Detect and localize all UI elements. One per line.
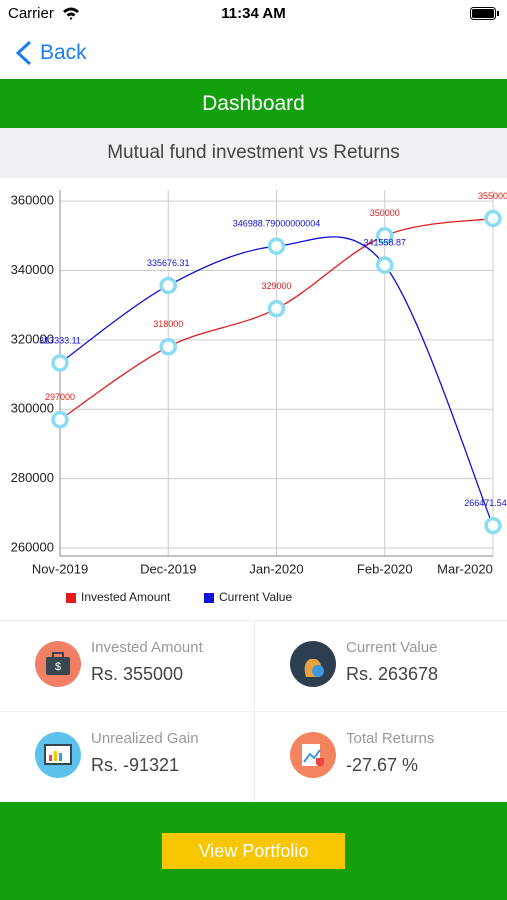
- value-label: 355000: [478, 191, 507, 201]
- stat-label: Current Value: [346, 639, 438, 656]
- carrier: Carrier: [8, 5, 54, 22]
- chart-title: Mutual fund investment vs Returns: [0, 128, 507, 178]
- status-bar: Carrier 11:34 AM: [0, 0, 507, 28]
- legend-swatch: [66, 593, 76, 603]
- stat-value: Rs. 263678: [346, 664, 439, 684]
- stat-card: $ Invested Amount Rs. 355000: [0, 620, 253, 711]
- y-tick-label: 340000: [11, 262, 54, 277]
- x-tick-label: Jan-2020: [249, 561, 303, 576]
- data-point: [376, 227, 394, 245]
- footer: View Portfolio: [0, 802, 507, 900]
- battery-icon: [470, 7, 499, 20]
- stat-icon: [290, 641, 336, 687]
- x-tick-label: Nov-2019: [32, 561, 88, 576]
- stat-label: Invested Amount: [91, 639, 203, 656]
- data-point: [267, 237, 286, 255]
- chart: 260000 280000 300000 320000 340000 360000 Nov-…: [11, 190, 507, 604]
- y-tick-label: 360000: [11, 193, 54, 208]
- x-tick-label: Dec-2019: [140, 561, 196, 576]
- data-point: [51, 354, 69, 372]
- stat-value: Rs. 355000: [91, 664, 184, 684]
- back-chevron[interactable]: [15, 40, 33, 66]
- stat-icon: $: [35, 641, 81, 687]
- legend-label: Invested Amount: [81, 590, 171, 604]
- value-label: 346988.79000000004: [233, 219, 321, 229]
- legend-label: Current Value: [219, 590, 292, 604]
- stat-card: Current Value Rs. 263678: [254, 620, 507, 711]
- y-tick-label: 260000: [11, 539, 54, 554]
- data-point: [51, 410, 69, 429]
- stat-card: Total Returns -27.67 %: [254, 711, 507, 802]
- value-label: 341558.87: [363, 237, 406, 247]
- wifi-icon: [63, 7, 79, 20]
- value-label: 335676.31: [147, 258, 190, 268]
- value-label: 329000: [261, 281, 291, 291]
- y-tick-label: 280000: [11, 470, 54, 485]
- stat-value: -27.67 %: [346, 755, 419, 775]
- stat-icon: [290, 732, 336, 778]
- value-label: 313333.11: [39, 335, 81, 345]
- stat-label: Unrealized Gain: [91, 730, 199, 747]
- value-label: 297000: [45, 392, 75, 402]
- header: Dashboard: [0, 79, 507, 128]
- data-point: [484, 209, 502, 228]
- y-tick-label: 320000: [11, 331, 54, 346]
- data-point: [484, 516, 502, 535]
- stat-card: Unrealized Gain Rs. -91321: [0, 711, 253, 802]
- value-label: 266471.54000: [464, 498, 507, 508]
- data-point: [159, 338, 177, 356]
- data-point: [267, 299, 286, 318]
- x-tick-label: Mar-2020: [437, 561, 493, 576]
- data-point: [376, 256, 394, 274]
- stat-value: Rs. -91321: [91, 755, 180, 775]
- value-label: 318000: [153, 319, 183, 329]
- view-portfolio-button[interactable]: View Portfolio: [162, 833, 345, 869]
- stats-grid: $ Invested Amount Rs. 355000 Current Val…: [0, 620, 507, 802]
- stat-label: Total Returns: [346, 730, 435, 747]
- svg-text:$: $: [55, 661, 61, 673]
- series-line: [59, 236, 494, 526]
- legend-swatch: [204, 593, 214, 603]
- data-point: [159, 276, 177, 295]
- x-tick-label: Feb-2020: [357, 561, 413, 576]
- stat-icon: [35, 732, 81, 778]
- y-tick-label: 300000: [11, 401, 54, 416]
- back-button[interactable]: Back: [40, 41, 87, 64]
- clock: 11:34 AM: [221, 5, 286, 22]
- nav-bar: Back: [0, 28, 507, 78]
- value-label: 350000: [370, 208, 400, 218]
